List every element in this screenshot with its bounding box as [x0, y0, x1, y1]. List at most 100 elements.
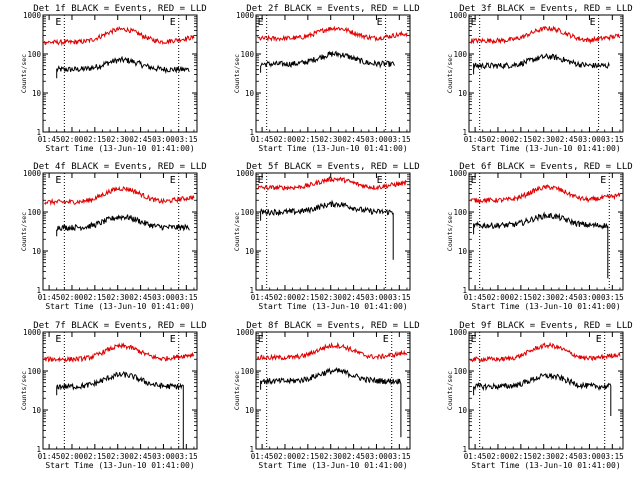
x-tick-label: 02:00: [487, 452, 510, 461]
x-tick-label: 02:00: [487, 135, 510, 144]
plot-frame: [468, 14, 624, 133]
x-tick-label: 02:45: [555, 135, 578, 144]
detector-panel: Det 9f BLACK = Events, RED = LLD 1 10 100 10…: [446, 321, 633, 470]
panel-title: Det 4f BLACK = Events, RED = LLD: [33, 162, 206, 172]
x-tick-label: 03:15: [601, 452, 624, 461]
x-tick-label: 02:15: [84, 135, 107, 144]
x-tick-label: 02:45: [342, 452, 365, 461]
event-marker-label: E: [471, 17, 477, 28]
y-axis-label: Counts/sec: [446, 54, 454, 93]
y-tick-label: 10: [32, 89, 42, 98]
x-axis-label: Start Time (13-Jun-10 01:41:00): [258, 302, 407, 311]
x-tick-label: 02:30: [319, 135, 342, 144]
y-axis-label: Counts/sec: [233, 371, 241, 410]
x-tick-label: 02:45: [342, 293, 365, 302]
event-marker-label: E: [258, 17, 264, 28]
detector-panel: Det 5f BLACK = Events, RED = LLD 1 10 100 10…: [233, 162, 420, 311]
event-marker-label: E: [590, 17, 596, 28]
y-tick-label: 100: [453, 50, 467, 59]
x-tick-label: 02:00: [274, 293, 297, 302]
events-series-line: [260, 367, 402, 438]
lld-series-line: [44, 25, 195, 47]
y-tick-label: 10: [245, 247, 255, 256]
panel-title: Det 8f BLACK = Events, RED = LLD: [246, 321, 419, 331]
x-tick-label: 02:15: [297, 452, 320, 461]
y-tick-label: 10: [245, 406, 255, 415]
y-axis-label: Counts/sec: [446, 212, 454, 251]
detector-panel: Det 8f BLACK = Events, RED = LLD 1 10 100 10…: [233, 321, 420, 470]
panel-title: Det 5f BLACK = Events, RED = LLD: [246, 162, 419, 172]
x-tick-label: 03:00: [365, 452, 388, 461]
y-tick-label: 1: [36, 445, 41, 454]
y-tick-label: 100: [240, 208, 254, 217]
x-tick-label: 02:00: [487, 293, 510, 302]
event-marker-label: E: [471, 175, 477, 186]
x-tick-label: 02:00: [274, 452, 297, 461]
event-marker-label: E: [55, 334, 61, 345]
x-tick-label: 03:15: [175, 452, 198, 461]
x-tick-label: 02:15: [84, 293, 107, 302]
y-tick-label: 100: [453, 208, 467, 217]
y-axis-label: Counts/sec: [20, 212, 28, 251]
x-tick-label: 01:45: [38, 452, 61, 461]
x-tick-label: 03:00: [152, 135, 175, 144]
x-tick-label: 02:15: [84, 452, 107, 461]
x-tick-label: 01:45: [464, 293, 487, 302]
x-tick-label: 03:15: [175, 293, 198, 302]
event-marker-label: E: [258, 334, 264, 345]
y-tick-label: 1: [462, 286, 467, 295]
x-tick-label: 02:30: [319, 293, 342, 302]
x-axis-label: Start Time (13-Jun-10 01:41:00): [258, 461, 407, 470]
y-tick-label: 1: [36, 286, 41, 295]
y-tick-label: 1: [462, 128, 467, 137]
detector-panel: Det 1f BLACK = Events, RED = LLD 1 10 100 10…: [20, 4, 207, 153]
panel-title: Det 9f BLACK = Events, RED = LLD: [459, 321, 632, 331]
panel-title: Det 3f BLACK = Events, RED = LLD: [459, 4, 632, 14]
x-tick-label: 02:15: [510, 452, 533, 461]
y-tick-label: 100: [453, 367, 467, 376]
x-tick-label: 03:15: [388, 452, 411, 461]
event-marker-label: E: [596, 334, 602, 345]
x-tick-label: 03:00: [365, 135, 388, 144]
event-marker-label: E: [471, 334, 477, 345]
x-tick-label: 03:00: [578, 293, 601, 302]
x-tick-label: 02:00: [61, 452, 84, 461]
y-tick-label: 1: [462, 445, 467, 454]
y-tick-label: 1000: [449, 328, 468, 337]
events-series-line: [260, 199, 394, 260]
y-tick-label: 1000: [23, 169, 42, 178]
event-marker-label: E: [377, 175, 383, 186]
events-series-line: [473, 211, 609, 279]
events-series-line: [473, 372, 612, 416]
x-tick-label: 02:45: [555, 293, 578, 302]
lld-series-line: [257, 176, 407, 191]
panel-title: Det 7f BLACK = Events, RED = LLD: [33, 321, 206, 331]
y-axis-label: Counts/sec: [446, 371, 454, 410]
x-tick-label: 02:30: [319, 452, 342, 461]
lld-series-line: [470, 25, 621, 45]
x-axis-label: Start Time (13-Jun-10 01:41:00): [471, 302, 620, 311]
plot-frame: [468, 172, 624, 291]
panel-title: Det 2f BLACK = Events, RED = LLD: [246, 4, 419, 14]
event-marker-label: E: [55, 17, 61, 28]
detector-panel: Det 4f BLACK = Events, RED = LLD 1 10 100 10…: [20, 162, 207, 311]
x-tick-label: 02:30: [106, 135, 129, 144]
lld-series-line: [470, 184, 621, 204]
x-tick-label: 03:15: [601, 293, 624, 302]
y-tick-label: 1000: [236, 328, 255, 337]
lld-series-line: [257, 341, 408, 361]
y-tick-label: 10: [245, 89, 255, 98]
x-tick-label: 01:45: [38, 293, 61, 302]
y-tick-label: 1: [249, 445, 254, 454]
y-tick-label: 100: [27, 367, 41, 376]
events-series-line: [473, 53, 610, 75]
y-tick-label: 1000: [236, 169, 255, 178]
lld-series-line: [44, 342, 195, 363]
y-axis-label: Counts/sec: [20, 371, 28, 410]
x-tick-label: 01:45: [251, 293, 274, 302]
y-axis-label: Counts/sec: [233, 212, 241, 251]
x-tick-label: 02:45: [555, 452, 578, 461]
x-tick-label: 03:00: [365, 293, 388, 302]
x-tick-label: 02:15: [510, 135, 533, 144]
